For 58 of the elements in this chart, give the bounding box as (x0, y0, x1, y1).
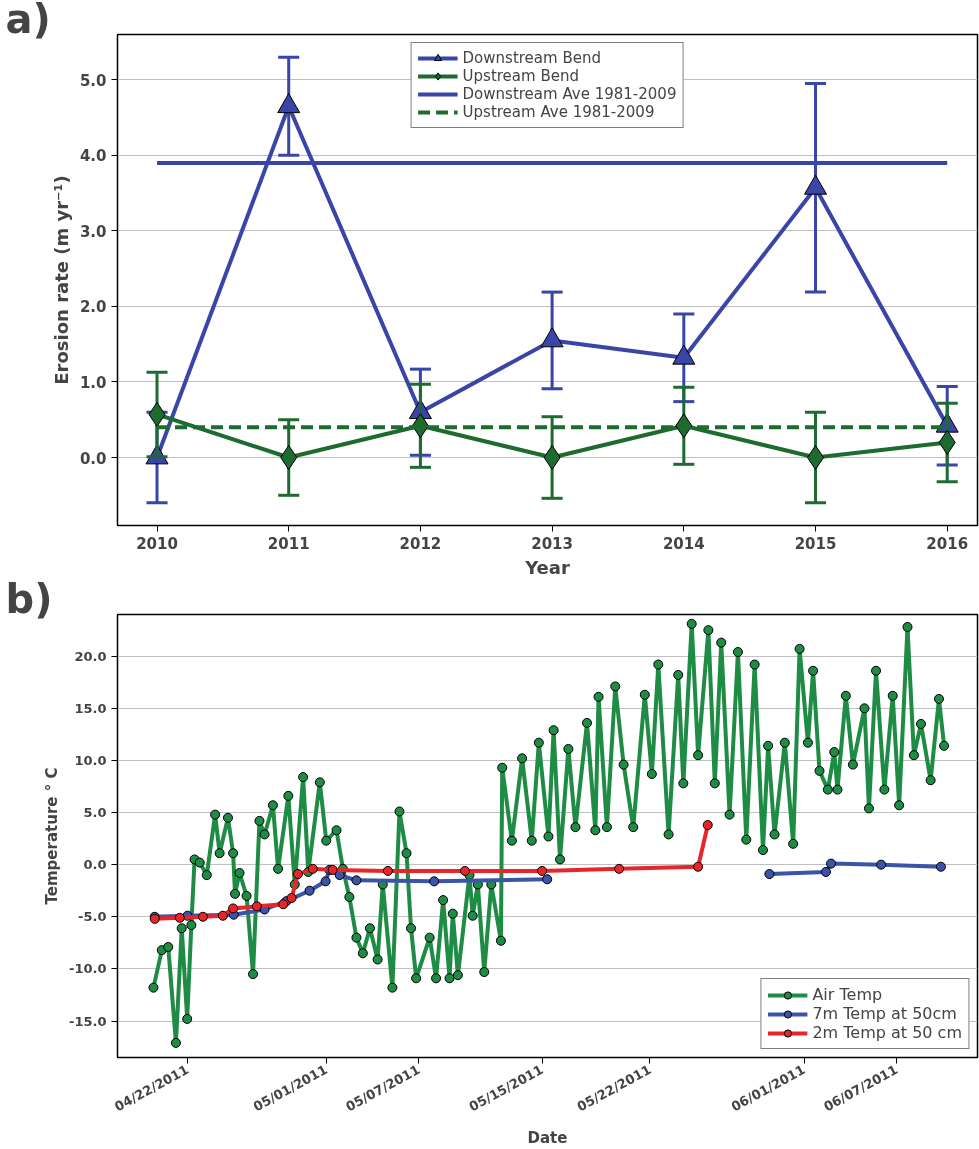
point (382, 865, 393, 876)
x-tick-label: 2011 (267, 534, 310, 553)
point (292, 869, 303, 880)
point (429, 876, 440, 887)
point (820, 866, 831, 877)
legend-label: 7m Temp at 50cm (812, 1004, 957, 1023)
legend-label: Downstream Ave 1981-2009 (462, 85, 677, 103)
point (251, 901, 262, 912)
legend-label: Air Temp (812, 985, 883, 1004)
point (826, 858, 837, 869)
y-tick-label: 2.0 (79, 298, 107, 317)
point (702, 820, 713, 831)
point (320, 876, 331, 887)
x-tick-label: 2015 (794, 534, 837, 553)
point (304, 885, 315, 896)
text: a) (5, 0, 51, 42)
legend-label: Downstream Bend (462, 49, 601, 67)
y-axis-title: Erosion rate (m yr⁻¹) (50, 175, 72, 385)
y-tick-label: 4.0 (79, 147, 107, 166)
y-axis-title: Temperature ° C (43, 767, 62, 905)
x-tick-label: 2012 (399, 534, 442, 553)
y-tick-label: -10.0 (69, 961, 107, 977)
y-tick-label: 3.0 (79, 222, 107, 241)
y-tick-label: 5.0 (83, 805, 107, 821)
x-tick-label: 2010 (136, 534, 178, 553)
point (217, 910, 228, 921)
y-tick-label: 10.0 (74, 752, 107, 768)
legend-label: Upstream Ave 1981-2009 (462, 103, 655, 121)
y-tick-label: 0.0 (83, 857, 107, 873)
y-tick-label: 20.0 (74, 648, 107, 664)
point (542, 874, 553, 885)
point (459, 865, 470, 876)
x-tick-label: 2013 (531, 534, 573, 553)
x-tick-label: 2016 (926, 534, 969, 553)
y-tick-label: -5.0 (78, 909, 107, 925)
x-tick-label: 2014 (662, 534, 705, 553)
x-axis-title: Date (527, 1128, 568, 1147)
point (286, 893, 297, 904)
text: b) (5, 575, 53, 622)
point (935, 861, 946, 872)
legend-label: Upstream Bend (462, 67, 579, 85)
point (307, 863, 318, 874)
y-tick-label: 1.0 (79, 373, 107, 392)
point (876, 859, 887, 870)
point (228, 903, 239, 914)
point (351, 875, 362, 886)
point (537, 865, 548, 876)
point (197, 911, 208, 922)
point (764, 869, 775, 880)
y-tick-label: 5.0 (79, 71, 107, 90)
y-tick-label: 15.0 (74, 700, 107, 716)
y-tick-label: -15.0 (69, 1013, 107, 1029)
point (614, 863, 625, 874)
x-axis-title: Year (524, 556, 570, 578)
point (174, 912, 185, 923)
point (693, 861, 704, 872)
y-tick-label: 0.0 (79, 449, 107, 468)
legend-label: 2m Temp at 50 cm (812, 1023, 962, 1042)
